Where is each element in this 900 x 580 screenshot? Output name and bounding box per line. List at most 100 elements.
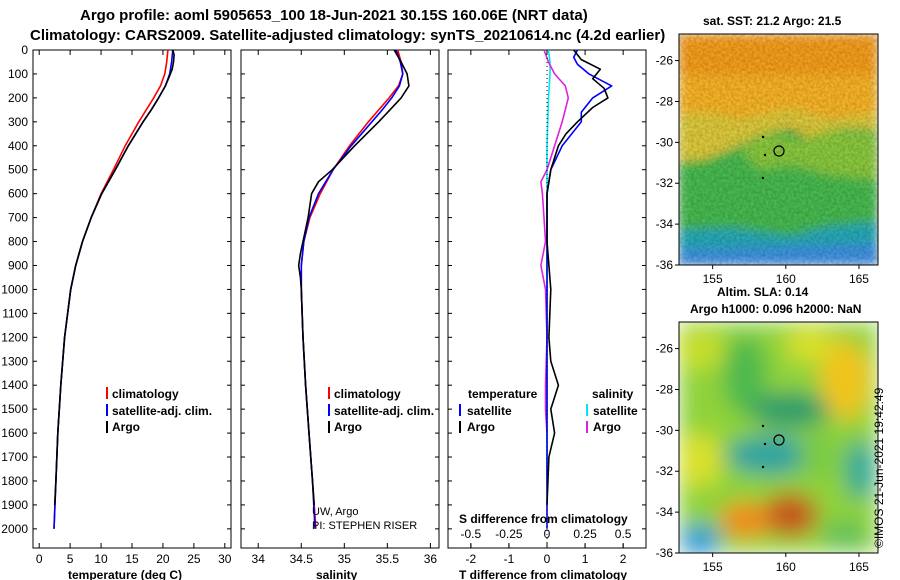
x-tick-label: 5 bbox=[67, 552, 74, 566]
x-tick-label: 34 bbox=[252, 552, 266, 566]
depth-tick-label: 500 bbox=[8, 163, 28, 177]
x-tick-label: -1 bbox=[504, 552, 515, 566]
depth-tick-label: 1600 bbox=[1, 426, 28, 440]
sst-map-title: sat. SST: 21.2 Argo: 21.5 bbox=[703, 14, 842, 28]
legend-label-satellite: satellite-adj. clim. bbox=[112, 404, 212, 418]
legend-label-climatology: climatology bbox=[112, 387, 179, 401]
depth-tick-label: 600 bbox=[8, 187, 28, 201]
s-difference-axis-label: S difference from climatology bbox=[459, 512, 628, 526]
map-y-tick-label: -36 bbox=[656, 258, 674, 272]
salinity-legend: climatology satellite-adj. clim. Argo UW… bbox=[312, 387, 434, 532]
map-x-tick-label: 160 bbox=[776, 272, 796, 286]
depth-tick-label: 800 bbox=[8, 235, 28, 249]
salinity-satellite-line bbox=[300, 49, 404, 529]
temperature-series bbox=[53, 49, 175, 529]
map-x-tick-label: 165 bbox=[849, 560, 869, 574]
depth-axis: 0 100 200 300 400 500 600 700 800 900 1000 1100 1200… bbox=[1, 43, 646, 536]
depth-tick-label: 1900 bbox=[1, 498, 28, 512]
temperature-argo-line bbox=[53, 49, 175, 505]
map-y-tick-label: -36 bbox=[656, 546, 674, 560]
s-tick-label: 0.5 bbox=[615, 527, 632, 541]
temperature-axis-label: temperature (deg C) bbox=[68, 568, 182, 580]
depth-tick-label: 300 bbox=[8, 115, 28, 129]
legend-label-argo: Argo bbox=[334, 420, 362, 434]
argo-float-position-marker bbox=[773, 145, 785, 157]
map-y-tick-label: -32 bbox=[656, 176, 674, 190]
map-y-tick-label: -30 bbox=[656, 423, 674, 437]
map-y-tick-label: -26 bbox=[656, 342, 674, 356]
depth-tick-label: 2000 bbox=[1, 522, 28, 536]
x-tick-label: 1 bbox=[582, 552, 589, 566]
depth-tick-label: 1400 bbox=[1, 378, 28, 392]
depth-tick-label: 700 bbox=[8, 211, 28, 225]
difference-series bbox=[540, 49, 613, 529]
x-tick-label: 15 bbox=[125, 552, 139, 566]
salinity-argo-line bbox=[297, 49, 410, 505]
map-x-tick-label: 155 bbox=[703, 272, 723, 286]
legend-label-t-satellite: satellite bbox=[467, 404, 512, 418]
map-x-tick-label: 165 bbox=[849, 272, 869, 286]
x-tick-label: 0 bbox=[544, 552, 551, 566]
x-tick-label: 25 bbox=[187, 552, 201, 566]
depth-tick-label: 1000 bbox=[1, 282, 28, 296]
depth-tick-label: 1500 bbox=[1, 402, 28, 416]
depth-tick-label: 100 bbox=[8, 67, 28, 81]
x-tick-label: 35.5 bbox=[376, 552, 400, 566]
t-difference-axis-label: T difference from climatology bbox=[459, 568, 627, 580]
sla-map-title1: Altim. SLA: 0.14 bbox=[717, 285, 809, 299]
temperature-satellite-line bbox=[53, 49, 174, 529]
temperature-panel-frame bbox=[32, 49, 232, 549]
legend-title-temperature: temperature bbox=[468, 387, 538, 401]
map-y-tick-label: -28 bbox=[656, 382, 674, 396]
salinity-panel-frame bbox=[240, 49, 440, 549]
sst-map: sat. SST: 21.2 Argo: 21.5 155 160 165 -26 -2… bbox=[656, 14, 879, 286]
x-tick-label: 35 bbox=[338, 552, 352, 566]
map-y-tick-label: -34 bbox=[656, 505, 674, 519]
legend-label-climatology: climatology bbox=[334, 387, 401, 401]
legend-label-satellite: satellite-adj. clim. bbox=[334, 404, 434, 418]
imos-timestamp: ©IMOS 21-Jun-2021 19:42:49 bbox=[872, 387, 886, 548]
temperature-legend: climatology satellite-adj. clim. Argo bbox=[106, 387, 212, 434]
map-x-tick-label: 155 bbox=[703, 560, 723, 574]
s-tick-label: -0.25 bbox=[495, 527, 523, 541]
salinity-climatology-line bbox=[300, 49, 404, 529]
depth-tick-label: 400 bbox=[8, 139, 28, 153]
legend-title-salinity: salinity bbox=[592, 387, 634, 401]
x-tick-label: 0 bbox=[36, 552, 43, 566]
temperature-diff-satellite-line bbox=[546, 49, 613, 529]
depth-tick-label: 200 bbox=[8, 91, 28, 105]
map-y-tick-label: -30 bbox=[656, 135, 674, 149]
legend-label-t-argo: Argo bbox=[467, 420, 495, 434]
depth-tick-label: 1700 bbox=[1, 450, 28, 464]
x-tick-label: 36 bbox=[424, 552, 438, 566]
legend-label-argo: Argo bbox=[112, 420, 140, 434]
argo-float-position-marker bbox=[773, 434, 785, 446]
s-tick-label: 0.25 bbox=[573, 527, 597, 541]
annotation-pi: PI: STEPHEN RISER bbox=[312, 520, 417, 532]
map-y-tick-label: -28 bbox=[656, 94, 674, 108]
figure-title-line2: Climatology: CARS2009. Satellite-adjuste… bbox=[30, 27, 665, 44]
difference-legend: temperature salinity satellite Argo sate… bbox=[459, 387, 638, 434]
map-y-tick-label: -32 bbox=[656, 464, 674, 478]
x-tick-label: 34.5 bbox=[290, 552, 314, 566]
s-tick-label: -0.5 bbox=[461, 527, 482, 541]
x-tick-label: 10 bbox=[94, 552, 108, 566]
salinity-axis-label: salinity bbox=[316, 568, 358, 580]
sla-map-title2: Argo h1000: 0.096 h2000: NaN bbox=[690, 302, 861, 316]
panel-x-axes: 0 5 10 15 20 25 30 34 34.5 35 35.5 36 -2 -1 0 1 2 -0.5 -0.… bbox=[36, 50, 632, 566]
x-tick-label: 2 bbox=[620, 552, 627, 566]
depth-tick-label: 1200 bbox=[1, 330, 28, 344]
depth-tick-label: 1300 bbox=[1, 354, 28, 368]
depth-tick-label: 1100 bbox=[2, 306, 28, 320]
salinity-series bbox=[297, 49, 410, 529]
legend-label-s-satellite: satellite bbox=[593, 404, 638, 418]
x-tick-label: 20 bbox=[156, 552, 170, 566]
map-x-tick-label: 160 bbox=[776, 560, 796, 574]
x-tick-label: -2 bbox=[466, 552, 477, 566]
legend-label-s-argo: Argo bbox=[593, 420, 621, 434]
temperature-diff-argo-line bbox=[546, 49, 609, 505]
x-tick-label: 30 bbox=[218, 552, 232, 566]
annotation-uw-argo: UW, Argo bbox=[312, 506, 358, 518]
map-y-tick-label: -34 bbox=[656, 217, 674, 231]
sla-map: Altim. SLA: 0.14 Argo h1000: 0.096 h2000… bbox=[656, 285, 879, 574]
